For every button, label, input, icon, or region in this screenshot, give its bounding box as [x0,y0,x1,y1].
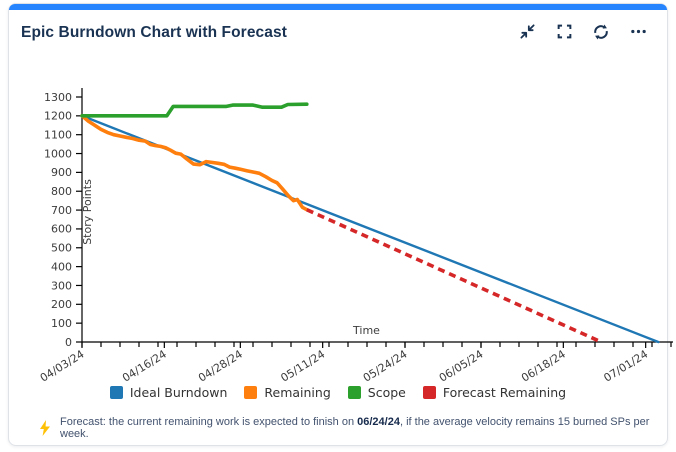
x-tick-label: 04/03/24 [38,348,87,382]
legend-label: Remaining [264,385,331,400]
legend-label: Ideal Burndown [129,385,228,400]
legend-item-remaining[interactable]: Remaining [244,385,331,400]
svg-text:1100: 1100 [44,128,72,141]
ellipsis-icon [630,23,647,43]
svg-text:700: 700 [51,204,72,217]
svg-text:400: 400 [51,260,72,273]
burndown-chart-card: Epic Burndown Chart with Forecast [8,3,673,446]
x-tick-label: 07/01/24 [601,348,650,382]
legend-swatch [347,386,361,399]
series-remaining [80,113,309,212]
refresh-icon [592,23,610,44]
x-tick-label: 06/05/24 [437,348,486,382]
x-tick-label: 05/24/24 [361,348,410,382]
legend-item-ideal-burndown[interactable]: Ideal Burndown [109,385,228,400]
legend-label: Scope [367,385,406,400]
card-toolbar [514,20,651,46]
svg-text:1000: 1000 [44,147,72,160]
x-tick-label: 05/11/24 [278,348,327,382]
fullscreen-brackets-icon [556,23,573,43]
series-scope [80,102,309,118]
legend-swatch [109,386,123,399]
refresh-button[interactable] [588,20,614,46]
x-tick-label: 04/16/24 [120,348,169,382]
collapse-arrows-icon [519,23,536,43]
card-accent-bar [9,4,667,10]
burndown-chart-canvas: 0 100 200 300 400 500 600 700 800 900 1000 1100 1200… [38,88,673,382]
svg-text:800: 800 [51,185,72,198]
lightning-icon [39,420,51,436]
fullscreen-button[interactable] [551,20,577,46]
x-tick-label: 04/28/24 [196,348,245,382]
card-header: Epic Burndown Chart with Forecast [21,20,651,46]
x-tick-label: 06/18/24 [519,348,568,382]
more-options-button[interactable] [625,20,651,46]
collapse-button[interactable] [514,20,540,46]
forecast-text: Forecast: the current remaining work is … [60,416,650,440]
legend-item-scope[interactable]: Scope [347,385,406,400]
series-forecast-remaining [306,208,603,344]
x-axis-title: Time [352,324,380,337]
forecast-date: 06/24/24 [357,416,400,428]
svg-text:500: 500 [51,242,72,255]
svg-text:600: 600 [51,223,72,236]
svg-text:200: 200 [51,298,72,311]
svg-text:300: 300 [51,279,72,292]
legend-swatch [244,386,258,399]
svg-text:1300: 1300 [44,91,72,104]
legend-label: Forecast Remaining [442,385,567,400]
forecast-footer: Forecast: the current remaining work is … [39,416,655,440]
svg-text:0: 0 [65,336,72,349]
y-axis-title: Story Points [81,179,94,245]
legend-swatch [422,386,436,399]
svg-text:900: 900 [51,166,72,179]
svg-text:1200: 1200 [44,110,72,123]
chart-legend: Ideal Burndown Remaining Scope Forecast Rem… [9,385,667,400]
svg-text:100: 100 [51,317,72,330]
legend-item-forecast-remaining[interactable]: Forecast Remaining [422,385,567,400]
page-title: Epic Burndown Chart with Forecast [21,24,287,41]
